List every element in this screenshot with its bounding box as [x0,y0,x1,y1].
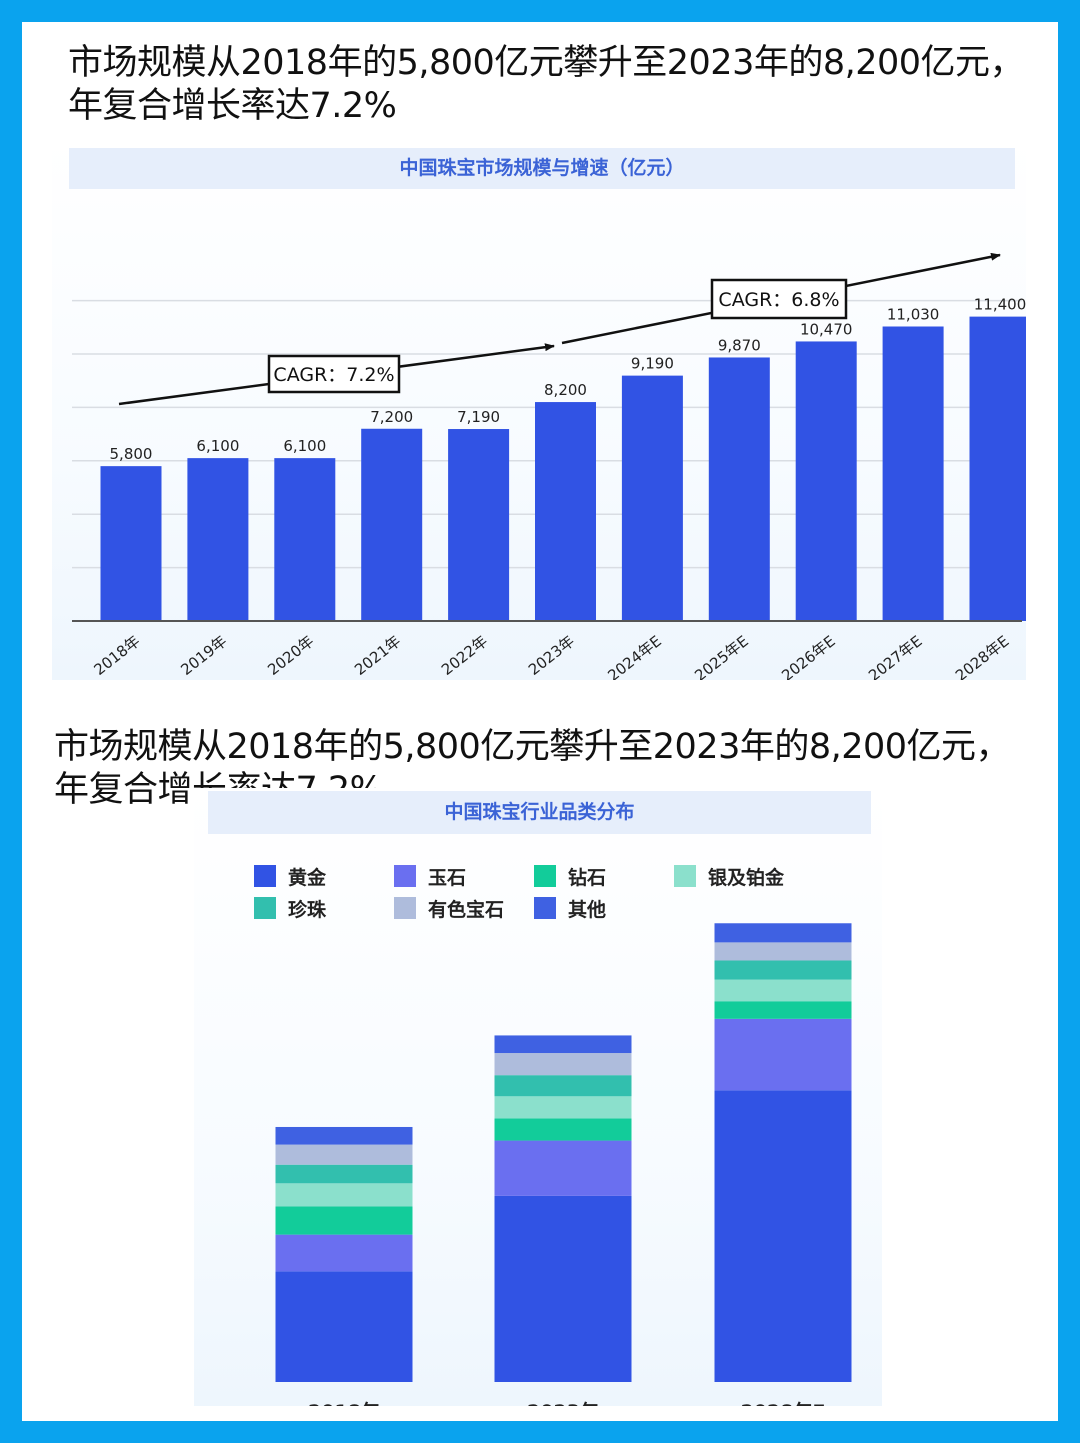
legend-item-e992bbe79fb3: 钻石 [534,864,674,889]
value-label-2024e5b9b4e: 9,190 [631,355,674,373]
legend-swatch [394,897,416,919]
x-tick-2020e5b9b4: 2020年 [264,632,317,679]
legend-item-e69c89e889b2e5ae9de79fb3: 有色宝石 [394,896,534,921]
bar-2027e5b9b4e [882,326,944,621]
value-label-2021e5b9b4: 7,200 [370,408,413,426]
cagr-label-1: CAGR：7.2% [273,364,394,386]
chart2-title: 中国珠宝行业品类分布 [208,791,871,834]
value-label-2028e5b9b4e: 11,400 [974,296,1026,314]
legend-swatch [254,865,276,887]
segment-2023e5b9b4-e69c89e889b2e5ae9de79fb3 [494,1053,632,1076]
value-label-2020e5b9b4: 6,100 [283,437,326,455]
bar-2023e5b9b4 [535,402,596,621]
segment-2028e5b9b4e-e69c89e889b2e5ae9de79fb3 [714,942,852,961]
legend-label: 珍珠 [288,898,327,921]
chart1-plot: 5,800 2018年 6,100 2019年 6,100 2020年 7,200 2021年… [72,252,1026,680]
value-label-2019e5b9b4: 6,100 [196,437,239,455]
legend-label: 黄金 [288,866,327,889]
value-label-2027e5b9b4e: 11,030 [887,305,940,323]
segment-2028e5b9b4e-e9bb84e98791 [714,1090,852,1382]
value-label-2023e5b9b4: 8,200 [544,381,587,399]
x-tick-2027e5b9b4e: 2027年E [865,632,925,680]
legend-label: 钻石 [568,866,607,889]
segment-2023e5b9b4-e78f8de78fa0 [494,1075,632,1097]
legend-label: 银及铂金 [708,866,785,889]
category-distribution-chart: 中国珠宝行业品类分布 黄金 玉石 钻石 银及铂金珍珠 有色宝石 其他 2018年 2023年… [194,788,882,1406]
legend-label: 有色宝石 [428,898,505,921]
cagr-box-2 [710,278,848,320]
legend-item-e585b6e4bb96: 其他 [534,896,674,921]
legend-item-e78e89e79fb3: 玉石 [394,864,534,889]
content-card: 市场规模从2018年的5,800亿元攀升至2023年的8,200亿元，年复合增长… [22,22,1058,1421]
market-size-chart: 中国珠宝市场规模与增速（亿元） 5,800 2018年 6,100 2019年 6,10… [52,139,1026,680]
legend-item-e78f8de78fa0: 珍珠 [254,896,394,921]
segment-2023e5b9b4-e993b6e58f8ae99382e98791 [494,1096,632,1119]
segment-2023e5b9b4-e78e89e79fb3 [494,1140,632,1196]
bar-2024e5b9b4e [621,375,683,621]
bar-2026e5b9b4e [795,341,857,621]
bar-2021e5b9b4 [361,428,423,621]
heading-2: 市场规模从2018年的5,800亿元攀升至2023年的8,200亿元，年复合增长… [54,727,1011,810]
segment-2018e5b9b4-e69c89e889b2e5ae9de79fb3 [275,1144,413,1165]
x-tick-2018e5b9b4: 2018年 [90,632,143,679]
legend-label: 玉石 [428,866,467,889]
value-label-2025e5b9b4e: 9,870 [718,336,761,354]
segment-2023e5b9b4-e9bb84e98791 [494,1195,632,1382]
legend-item-e993b6e58f8ae99382e98791: 银及铂金 [674,864,814,889]
x-tick-2023e5b9b4: 2023年 [525,632,578,679]
x-tick-2021e5b9b4: 2021年 [351,632,404,679]
chart2-plot: 2018年 2023年 2028年E [275,923,852,1406]
x-tick-2023e5b9b4: 2023年 [527,1400,599,1406]
segment-2028e5b9b4e-e585b6e4bb96 [714,923,852,943]
legend-swatch [394,865,416,887]
bar-2020e5b9b4 [274,458,336,621]
legend-swatch [534,897,556,919]
segment-2018e5b9b4-e993b6e58f8ae99382e98791 [275,1183,413,1207]
segment-2023e5b9b4-e992bbe79fb3 [494,1118,632,1141]
segment-2018e5b9b4-e585b6e4bb96 [275,1126,413,1145]
x-tick-2028e5b9b4e: 2028年E [741,1400,826,1406]
chart1-title: 中国珠宝市场规模与增速（亿元） [69,148,1015,189]
value-label-2022e5b9b4: 7,190 [457,408,500,426]
segment-2028e5b9b4e-e78f8de78fa0 [714,960,852,980]
segment-2028e5b9b4e-e993b6e58f8ae99382e98791 [714,979,852,1002]
value-label-2026e5b9b4e: 10,470 [800,320,853,338]
x-tick-2018e5b9b4: 2018年 [308,1400,380,1406]
legend-label: 其他 [568,898,607,921]
chart2-legend: 黄金 玉石 钻石 银及铂金珍珠 有色宝石 其他 [254,864,854,921]
bar-2018e5b9b4 [100,466,162,621]
x-tick-2026e5b9b4e: 2026年E [778,632,838,680]
segment-2028e5b9b4e-e78e89e79fb3 [714,1018,852,1091]
legend-swatch [534,865,556,887]
x-tick-2022e5b9b4: 2022年 [438,632,491,679]
bar-2022e5b9b4 [448,429,510,621]
legend-item-e9bb84e98791: 黄金 [254,864,394,889]
x-tick-2028e5b9b4e: 2028年E [952,632,1012,680]
segment-2018e5b9b4-e9bb84e98791 [275,1271,413,1382]
heading-1: 市场规模从2018年的5,800亿元攀升至2023年的8,200亿元，年复合增长… [68,43,1025,126]
segment-2018e5b9b4-e992bbe79fb3 [275,1206,413,1235]
segment-2018e5b9b4-e78e89e79fb3 [275,1234,413,1272]
x-tick-2019e5b9b4: 2019年 [177,632,230,679]
bar-2019e5b9b4 [187,458,249,621]
legend-swatch [674,865,696,887]
cagr-box-1 [267,354,401,394]
cagr-label-2: CAGR：6.8% [718,289,839,311]
x-tick-2025e5b9b4e: 2025年E [691,632,751,680]
bar-2025e5b9b4e [708,357,770,621]
x-tick-2024e5b9b4e: 2024年E [604,632,664,680]
value-label-2018e5b9b4: 5,800 [110,445,153,463]
bar-2028e5b9b4e [969,316,1026,621]
legend-swatch [254,897,276,919]
segment-2018e5b9b4-e78f8de78fa0 [275,1164,413,1184]
segment-2023e5b9b4-e585b6e4bb96 [494,1035,632,1054]
segment-2028e5b9b4e-e992bbe79fb3 [714,1001,852,1019]
